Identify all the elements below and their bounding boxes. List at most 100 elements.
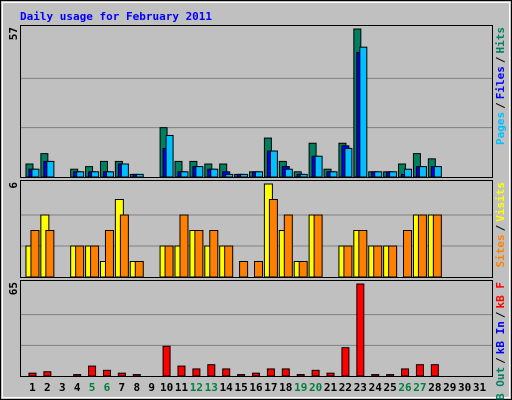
x-tick-label: 24 [369,381,383,394]
bar [433,166,442,178]
bar [326,372,335,377]
bar [268,199,278,278]
legend-separator: / [494,224,507,231]
bar [389,171,398,178]
bar [30,230,40,278]
bar [222,368,231,377]
bar [177,365,186,377]
bar [179,214,189,278]
bar [45,230,55,278]
bar [225,173,234,178]
legend-entry: Files [494,66,507,99]
x-tick-label: 27 [413,381,426,394]
bar [311,369,320,377]
bar [237,374,246,377]
x-tick-label: 30 [458,381,471,394]
bar [388,245,398,278]
x-tick-label: 22 [339,381,352,394]
bar [269,150,278,178]
bar [132,374,141,377]
legend-separator: / [494,56,507,63]
bar [75,245,85,278]
x-tick-label: 21 [324,381,338,394]
bar [252,372,260,377]
bar [329,171,338,178]
y-tick-label: 6 [7,182,20,189]
x-tick-label: 1 [29,381,36,394]
legend: Sites / Visits [494,182,507,268]
bar [135,173,144,178]
bar [162,345,171,377]
x-tick-label: 25 [384,381,397,394]
bar [386,374,395,377]
x-tick-label: 4 [74,381,81,394]
bar [358,230,368,278]
legend-entry: Visits [494,182,507,222]
bar [224,245,234,278]
bar [296,374,305,377]
bar [430,364,439,377]
x-tick-label: 8 [133,381,140,394]
legend-entry: kB F [494,282,507,309]
bar [164,245,174,278]
bar [240,173,249,178]
chart-title: Daily usage for February 2011 [20,10,212,23]
x-tick-label: 16 [249,381,263,394]
bar [90,245,100,278]
bar [417,214,427,278]
bar [209,230,219,278]
bar [134,261,144,278]
legend-entry: kB Out [494,367,507,400]
bar [88,365,97,377]
bar [401,368,410,377]
bar [207,364,216,377]
x-tick-label: 17 [264,381,277,394]
x-tick-label: 31 [473,381,487,394]
x-tick-label: 12 [190,381,203,394]
x-tick-label: 29 [443,381,456,394]
x-tick-label: 5 [89,381,96,394]
bar [102,369,111,377]
legend-entry: Hits [494,27,507,54]
legend: Pages / Files / Hits [494,27,507,145]
x-tick-label: 20 [309,381,322,394]
bar [404,168,413,178]
bar [117,372,126,377]
legend-separator: / [494,311,507,318]
bar [76,171,85,178]
x-tick-label: 19 [294,381,307,394]
legend: kB Out / kB In / kB F [494,282,507,400]
legend-separator: / [494,102,507,109]
bar [254,261,263,278]
legend-entry: Pages [494,112,507,145]
bar [284,168,293,178]
bar [283,214,293,278]
bar [359,46,368,178]
panel [20,280,493,377]
bar [374,171,383,178]
bar [418,166,427,178]
bar [373,245,383,278]
bar [403,230,413,278]
x-tick-label: 18 [279,381,292,394]
bar [298,261,308,278]
bar [91,171,100,178]
bar [371,374,380,377]
x-tick-label: 11 [175,381,189,394]
bar [105,171,114,178]
bar [119,214,129,278]
x-tick-label: 2 [44,381,51,394]
bar [43,371,52,377]
legend-entry: kB In [494,321,507,354]
x-tick-label: 13 [205,381,218,394]
legend-separator: / [494,357,507,364]
x-tick-label: 6 [104,381,111,394]
bar [432,214,442,278]
bar [239,261,249,278]
bar [356,283,365,377]
x-tick-label: 3 [59,381,66,394]
bar [165,134,174,178]
bar [73,374,82,377]
